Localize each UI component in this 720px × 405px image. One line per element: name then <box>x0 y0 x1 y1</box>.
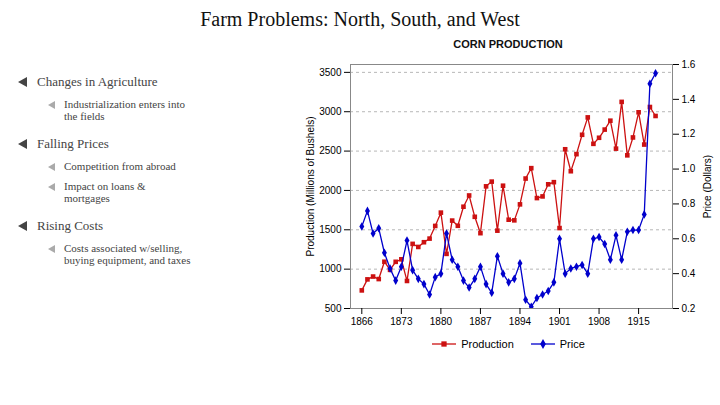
svg-text:Production (Millions of Bushel: Production (Millions of Bushels) <box>305 116 316 256</box>
svg-text:Price (Dollars): Price (Dollars) <box>702 155 713 218</box>
svg-text:0.8: 0.8 <box>682 198 696 209</box>
svg-text:1500: 1500 <box>319 224 342 235</box>
html-text:Production: Production <box>461 338 514 350</box>
svg-text:1880: 1880 <box>430 316 453 327</box>
svg-text:1.2: 1.2 <box>682 128 696 139</box>
svg-text:1.4: 1.4 <box>682 94 696 105</box>
html-text:Impact on loans & mortgages: Impact on loans & mortgages <box>64 180 146 204</box>
svg-text:1.0: 1.0 <box>682 163 696 174</box>
html-text:Farm Problems: North, South, a: Farm Problems: North, South, and West <box>200 8 520 30</box>
html-text:Falling Prices: Falling Prices <box>37 136 109 151</box>
svg-text:1000: 1000 <box>319 263 342 274</box>
svg-text:1915: 1915 <box>627 316 650 327</box>
svg-text:1866: 1866 <box>351 316 374 327</box>
svg-text:1.6: 1.6 <box>682 59 696 70</box>
svg-text:0.6: 0.6 <box>682 233 696 244</box>
svg-text:2500: 2500 <box>319 145 342 156</box>
html-text:Competition from abroad: Competition from abroad <box>64 160 176 172</box>
html-text:Changes in Agriculture: Changes in Agriculture <box>37 74 158 89</box>
svg-text:3500: 3500 <box>319 67 342 78</box>
svg-text:0.2: 0.2 <box>682 303 696 314</box>
html-text:Industrialization enters into: Industrialization enters into the fields <box>64 98 185 122</box>
html-text:Price: Price <box>559 338 585 350</box>
svg-text:0.4: 0.4 <box>682 268 696 279</box>
svg-text:1887: 1887 <box>469 316 492 327</box>
svg-text:1908: 1908 <box>588 316 611 327</box>
html-text:Costs associated w/selling, bu: Costs associated w/selling, buying equip… <box>64 242 191 266</box>
svg-text:1873: 1873 <box>390 316 413 327</box>
svg-text:3000: 3000 <box>319 106 342 117</box>
html-text:Rising Costs: Rising Costs <box>37 218 104 233</box>
svg-text:500: 500 <box>325 303 342 314</box>
html-text:CORN PRODUCTION: CORN PRODUCTION <box>453 38 563 50</box>
svg-text:1894: 1894 <box>509 316 532 327</box>
svg-text:2000: 2000 <box>319 185 342 196</box>
svg-text:1901: 1901 <box>548 316 571 327</box>
